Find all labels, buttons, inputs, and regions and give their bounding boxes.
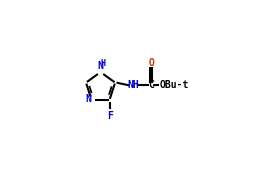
Text: OBu-t: OBu-t [160,80,189,90]
Text: O: O [148,58,154,68]
Text: N: N [85,94,91,104]
Text: C: C [148,80,154,90]
Text: NH: NH [127,80,139,90]
Text: F: F [107,111,112,121]
Text: N: N [98,61,104,71]
Text: H: H [101,59,106,68]
